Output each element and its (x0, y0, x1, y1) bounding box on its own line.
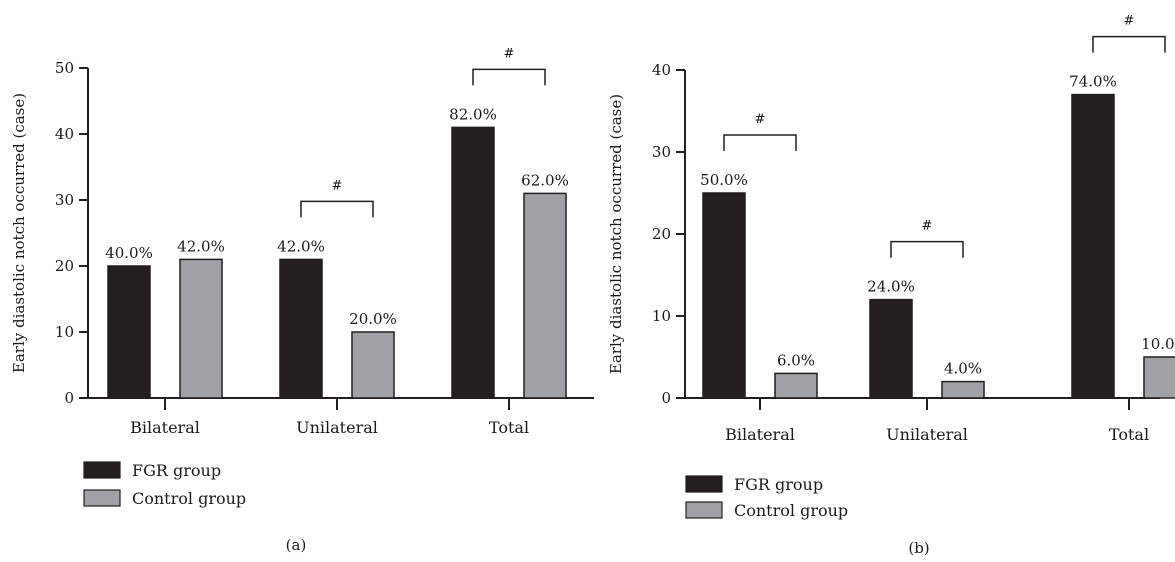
bar-control (1143, 356, 1175, 399)
y-tick-label: 40 (55, 125, 74, 143)
chart-panel-2: 0 10 20 30 40 Early diastolic notch occurred … (607, 14, 1175, 557)
legend-swatch-fgr (685, 475, 723, 493)
legend-label: FGR group (132, 461, 221, 480)
bar-fgr (1071, 93, 1115, 399)
legend-swatch-fgr (83, 461, 121, 479)
bar-fgr (279, 258, 323, 399)
y-tick-label: 30 (652, 143, 671, 161)
bracket-line (1092, 35, 1166, 53)
bar-fgr (107, 265, 151, 399)
y-tick-label: 40 (652, 61, 671, 79)
data-label: 40.0% (105, 244, 153, 262)
bar-control (179, 258, 223, 399)
y-tick-label: 20 (652, 225, 671, 243)
x-tick-label: Total (489, 418, 529, 437)
data-label: 42.0% (177, 237, 225, 255)
x-tick-label: Bilateral (130, 418, 200, 437)
bracket-line (890, 240, 964, 258)
data-label: 82.0% (449, 105, 497, 123)
significance-mark: # (504, 46, 515, 61)
x-tick-label: Bilateral (725, 425, 795, 444)
significance-bracket: # (1092, 14, 1166, 53)
significance-mark: # (1124, 14, 1135, 29)
x-tick-label: Unilateral (296, 418, 378, 437)
data-label: 50.0% (700, 171, 748, 189)
bar-control (523, 192, 567, 399)
legend-swatch-control (685, 501, 723, 519)
legend: FGR group Control group (685, 475, 848, 520)
y-tick-label: 30 (55, 191, 74, 209)
significance-bracket: # (300, 178, 374, 218)
y-tick-label: 0 (64, 389, 74, 407)
y-tick-label: 10 (55, 323, 74, 341)
y-tick-label: 10 (652, 307, 671, 325)
legend-label: FGR group (734, 475, 823, 494)
legend-swatch-control (83, 489, 121, 507)
data-label: 4.0% (944, 360, 982, 378)
y-tick-label: 20 (55, 257, 74, 275)
y-tick-label: 0 (661, 389, 671, 407)
legend-label: Control group (734, 501, 848, 520)
x-tick-label: Total (1109, 425, 1149, 444)
legend: FGR group Control group (83, 461, 246, 508)
significance-bracket: # (472, 46, 546, 86)
data-label: 62.0% (521, 171, 569, 189)
significance-bracket: # (723, 112, 797, 151)
data-label: 24.0% (867, 278, 915, 296)
bar-fgr (869, 298, 913, 399)
y-tick-label: 50 (55, 59, 74, 77)
bar-control (774, 372, 818, 399)
bar-fgr (451, 126, 495, 399)
bar-control (351, 331, 395, 399)
legend-label: Control group (132, 489, 246, 508)
y-axis-title: Early diastolic notch occurred (case) (10, 93, 28, 373)
significance-mark: # (332, 178, 343, 193)
panel-label: (a) (286, 536, 307, 554)
significance-mark: # (755, 112, 766, 127)
bar-fgr (702, 192, 746, 399)
significance-mark: # (922, 219, 933, 234)
y-axis-title: Early diastolic notch occurred (case) (607, 94, 625, 374)
panel-label: (b) (908, 539, 929, 557)
data-label: 42.0% (277, 237, 325, 255)
bracket-line (300, 200, 374, 218)
bracket-line (472, 68, 546, 86)
data-label: 6.0% (777, 351, 815, 369)
chart-panel-1: 0 10 20 30 40 50 Early diastolic notch occurre… (10, 46, 594, 554)
data-label: 20.0% (349, 310, 397, 328)
data-label: 10.0% (1141, 335, 1175, 353)
bracket-line (723, 134, 797, 151)
x-tick-label: Unilateral (886, 425, 968, 444)
bar-control (941, 380, 985, 399)
data-label: 74.0% (1069, 73, 1117, 91)
significance-bracket: # (890, 219, 964, 258)
